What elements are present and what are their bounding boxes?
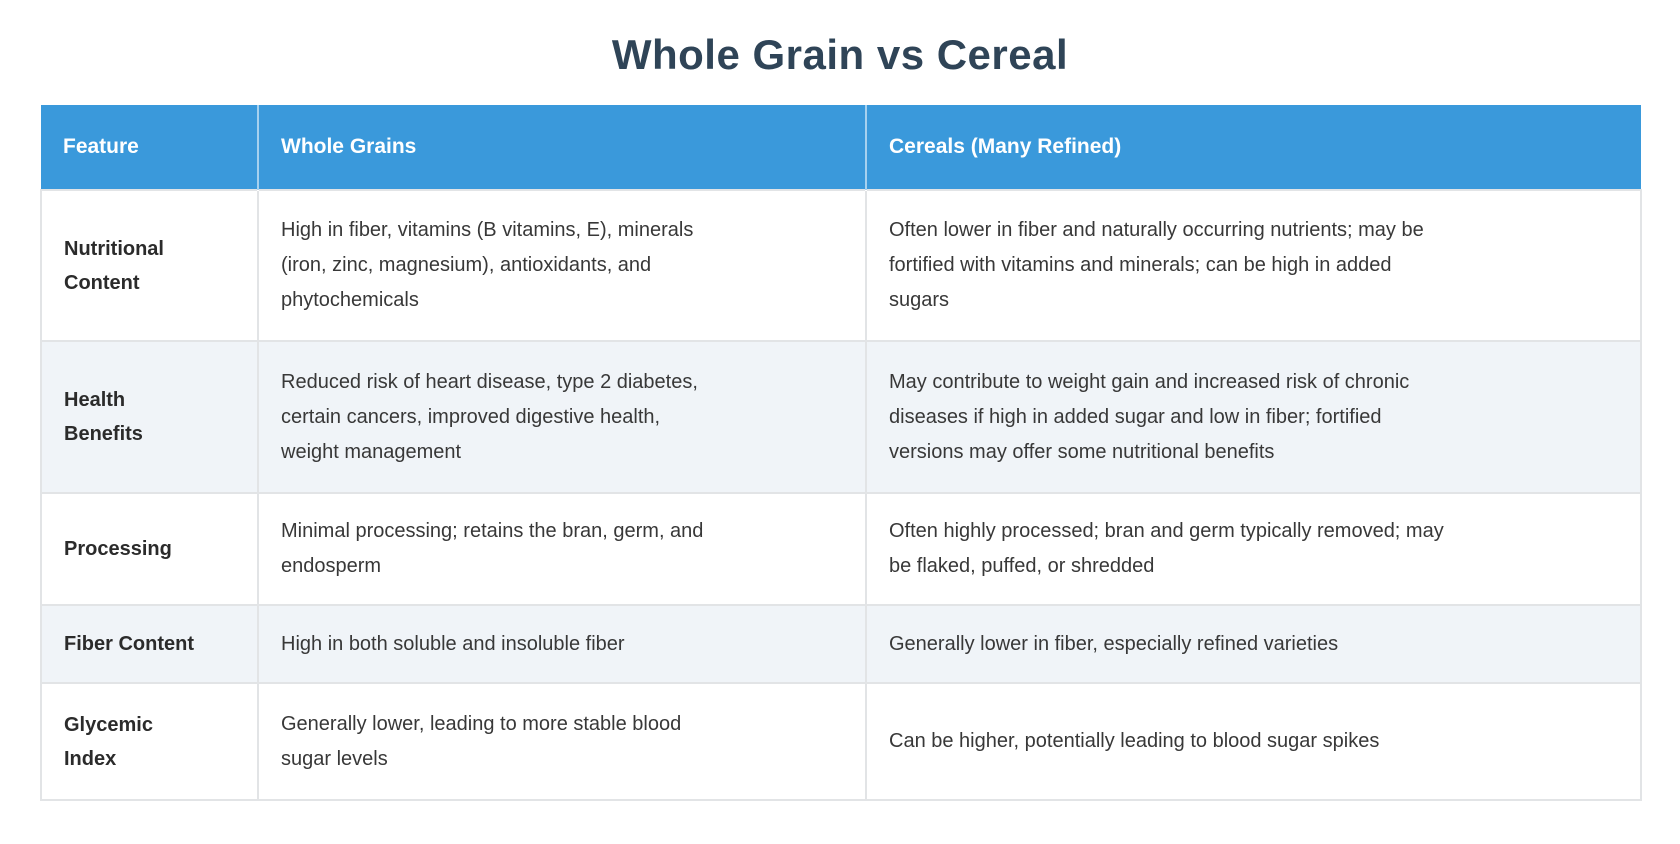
table-header-row: Feature Whole Grains Cereals (Many Refin… bbox=[41, 105, 1641, 190]
cereals-cell: Often lower in fiber and naturally occur… bbox=[865, 189, 1642, 342]
whole-grains-cell: High in fiber, vitamins (B vitamins, E),… bbox=[257, 189, 867, 342]
feature-label: Fiber Content bbox=[40, 604, 259, 684]
feature-label: Nutritional Content bbox=[40, 189, 259, 342]
page-title: Whole Grain vs Cereal bbox=[611, 31, 1069, 78]
column-header-cereals: Cereals (Many Refined) bbox=[865, 105, 1641, 190]
table-row-fiber-content: Fiber Content High in both soluble and i… bbox=[40, 604, 1642, 684]
cereals-cell: Generally lower in fiber, especially ref… bbox=[865, 604, 1642, 684]
table-row-health-benefits: Health Benefits Reduced risk of heart di… bbox=[40, 340, 1642, 494]
whole-grains-cell: High in both soluble and insoluble fiber bbox=[257, 604, 867, 684]
whole-grains-cell: Reduced risk of heart disease, type 2 di… bbox=[257, 340, 867, 494]
whole-grains-cell: Generally lower, leading to more stable … bbox=[257, 682, 867, 801]
feature-label: Glycemic Index bbox=[40, 682, 259, 801]
cereals-cell: May contribute to weight gain and increa… bbox=[865, 340, 1642, 494]
cereals-cell: Often highly processed; bran and germ ty… bbox=[865, 492, 1642, 606]
feature-label: Health Benefits bbox=[40, 340, 259, 494]
column-header-feature: Feature bbox=[41, 105, 258, 190]
table-row-nutritional-content: Nutritional Content High in fiber, vitam… bbox=[40, 189, 1642, 342]
feature-label: Processing bbox=[40, 492, 259, 606]
column-header-whole-grains: Whole Grains bbox=[257, 105, 866, 190]
whole-grains-cell: Minimal processing; retains the bran, ge… bbox=[257, 492, 867, 606]
table-row-processing: Processing Minimal processing; retains t… bbox=[40, 492, 1642, 606]
comparison-table: Feature Whole Grains Cereals (Many Refin… bbox=[40, 105, 1642, 801]
table-row-glycemic-index: Glycemic Index Generally lower, leading … bbox=[40, 682, 1642, 801]
cereals-cell: Can be higher, potentially leading to bl… bbox=[865, 682, 1642, 801]
